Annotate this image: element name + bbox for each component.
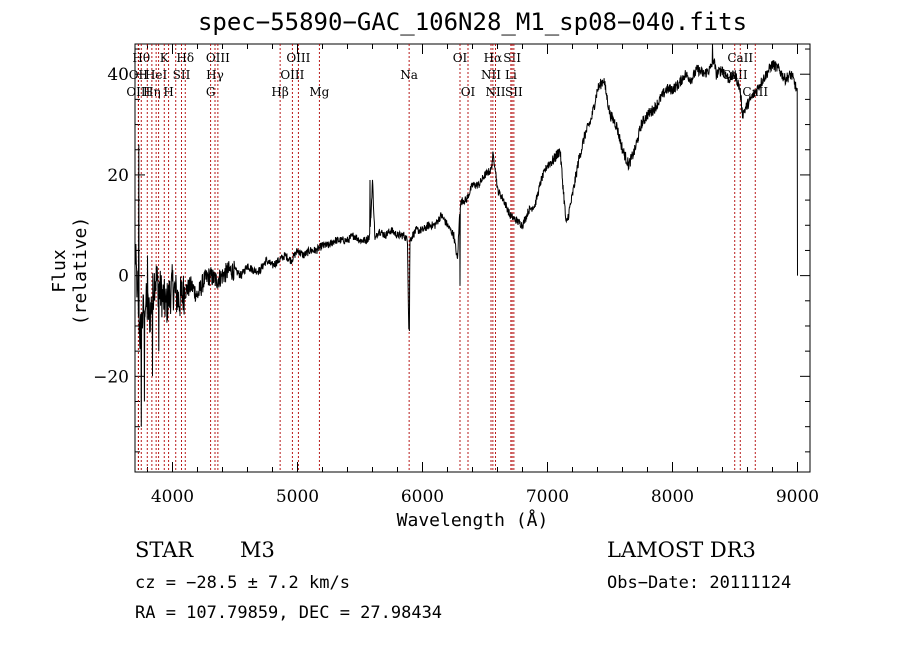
x-tick-label: 4000 bbox=[151, 487, 194, 507]
spectral-line-label: OIII bbox=[286, 51, 310, 65]
survey-name: LAMOST DR3 bbox=[607, 538, 756, 562]
spectral-line-label: G bbox=[206, 85, 216, 99]
spectral-line-label: Mg bbox=[309, 85, 329, 99]
y-tick-label: 40 bbox=[107, 65, 129, 85]
spectral-line-label: H bbox=[163, 85, 173, 99]
spectral-line-label: NII bbox=[486, 85, 506, 99]
y-tick-label: −20 bbox=[93, 367, 129, 387]
y-tick-label: 0 bbox=[118, 267, 129, 287]
object-class: STAR bbox=[135, 538, 194, 562]
redshift-cz: cz = −28.5 ± 7.2 km/s bbox=[135, 573, 350, 593]
spectral-line-label: Hθ bbox=[132, 51, 150, 65]
x-tick-label: 8000 bbox=[651, 487, 694, 507]
y-tick-label: 20 bbox=[107, 166, 129, 186]
spectrum-line bbox=[135, 44, 798, 427]
spectral-line-label: SII bbox=[503, 51, 521, 65]
spectral-line-label: K bbox=[160, 51, 170, 65]
spectral-line-label: Hδ bbox=[176, 51, 194, 65]
spectral-line-label: CaII bbox=[727, 51, 753, 65]
spectral-line-label: Hγ bbox=[206, 68, 224, 82]
spectral-line-label: CaII bbox=[722, 68, 748, 82]
spectral-line-label: OIII bbox=[126, 85, 150, 99]
spectral-line-label: OIII bbox=[280, 68, 304, 82]
chart-title: spec−55890−GAC_106N28_M1_sp08−040.fits bbox=[197, 8, 748, 36]
x-tick-label: 9000 bbox=[776, 487, 819, 507]
object-subclass: M3 bbox=[240, 538, 275, 562]
spectral-line-label: OII bbox=[129, 68, 149, 82]
x-tick-label: 6000 bbox=[401, 487, 444, 507]
spectral-line-label: OI bbox=[461, 85, 476, 99]
spectral-line-label: HeI bbox=[145, 68, 168, 82]
x-tick-label: 7000 bbox=[526, 487, 569, 507]
spectral-line-label: OIII bbox=[206, 51, 230, 65]
spectral-line-label: SII bbox=[173, 68, 191, 82]
observation-date: Obs−Date: 20111124 bbox=[607, 573, 792, 593]
y-axis-label: Flux (relative) bbox=[49, 216, 91, 326]
x-axis-label: Wavelength (Å) bbox=[396, 510, 549, 531]
plot-frame bbox=[134, 43, 811, 473]
spectral-line-label: NII bbox=[481, 68, 501, 82]
spectral-line-label: Na bbox=[400, 68, 418, 82]
spectral-line-label: OI bbox=[453, 51, 468, 65]
spectral-line-label: Hβ bbox=[271, 85, 288, 99]
spectral-line-label: Li bbox=[505, 68, 517, 82]
spectral-line-label: CaII bbox=[742, 85, 768, 99]
x-tick-label: 5000 bbox=[276, 487, 319, 507]
spectral-line-label: SII bbox=[505, 85, 523, 99]
spectral-line-label: Hη bbox=[143, 85, 161, 99]
spectral-line-label: Hα bbox=[484, 51, 503, 65]
ra-dec-coordinates: RA = 107.79859, DEC = 27.98434 bbox=[135, 603, 443, 623]
